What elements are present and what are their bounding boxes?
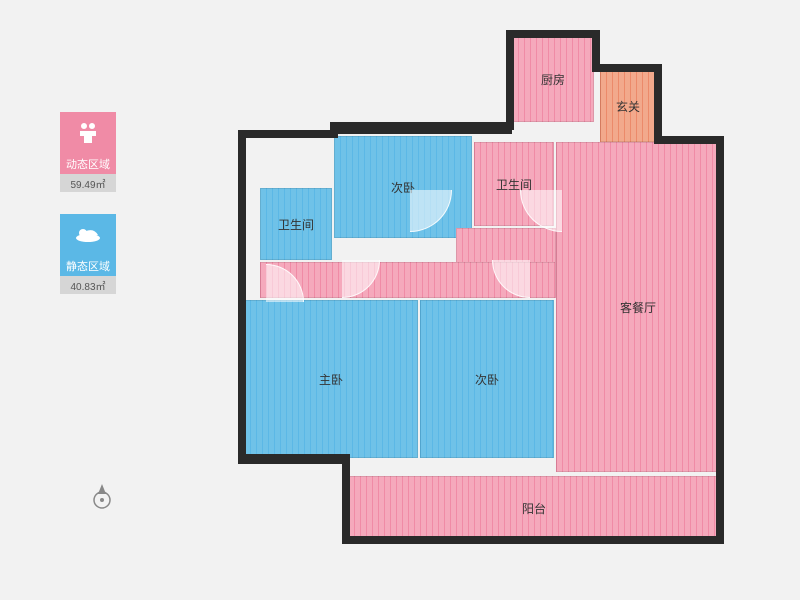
room-balcony: 阳台 <box>348 476 720 540</box>
room-label: 主卧 <box>319 371 343 388</box>
room-kitchen: 厨房 <box>512 36 594 122</box>
wall-segment <box>506 30 514 130</box>
room-label: 厨房 <box>541 71 565 88</box>
room-living: 客餐厅 <box>556 142 720 472</box>
room-label: 卫生间 <box>278 216 314 233</box>
room-label: 客餐厅 <box>620 299 656 316</box>
compass-icon <box>88 482 116 510</box>
wall-segment <box>238 130 334 138</box>
room-bath2: 卫生间 <box>260 188 332 260</box>
legend-static-label: 静态区域 <box>60 256 116 276</box>
room-label: 玄关 <box>616 98 640 115</box>
people-icon <box>60 112 116 154</box>
room-bedroom2b: 次卧 <box>420 300 554 458</box>
room-label: 阳台 <box>522 500 546 517</box>
bed-icon-svg <box>74 226 102 244</box>
legend-dynamic: 动态区域 59.49㎡ <box>60 112 116 192</box>
people-icon-svg <box>75 122 101 144</box>
wall-segment <box>506 30 600 38</box>
room-label: 次卧 <box>475 371 499 388</box>
wall-segment <box>342 454 350 544</box>
floor-plan: 厨房玄关卫生间次卧卫生间客餐厅主卧次卧阳台 <box>230 36 760 566</box>
wall-segment <box>592 64 662 72</box>
legend-panel: 动态区域 59.49㎡ 静态区域 40.83㎡ <box>60 112 116 316</box>
legend-static-value: 40.83㎡ <box>60 276 116 294</box>
room-bedroom2a: 次卧 <box>334 136 472 238</box>
wall-segment <box>654 64 662 144</box>
legend-static: 静态区域 40.83㎡ <box>60 214 116 294</box>
room-label: 卫生间 <box>496 176 532 193</box>
wall-segment <box>716 136 724 476</box>
wall-segment <box>238 454 348 464</box>
bed-icon <box>60 214 116 256</box>
wall-segment <box>238 130 246 462</box>
room-master: 主卧 <box>244 300 418 458</box>
legend-dynamic-label: 动态区域 <box>60 154 116 174</box>
wall-segment <box>342 536 724 544</box>
wall-segment <box>716 470 724 544</box>
legend-dynamic-value: 59.49㎡ <box>60 174 116 192</box>
wall-segment <box>330 122 512 134</box>
wall-segment <box>654 136 724 144</box>
room-entrance: 玄关 <box>600 70 656 142</box>
